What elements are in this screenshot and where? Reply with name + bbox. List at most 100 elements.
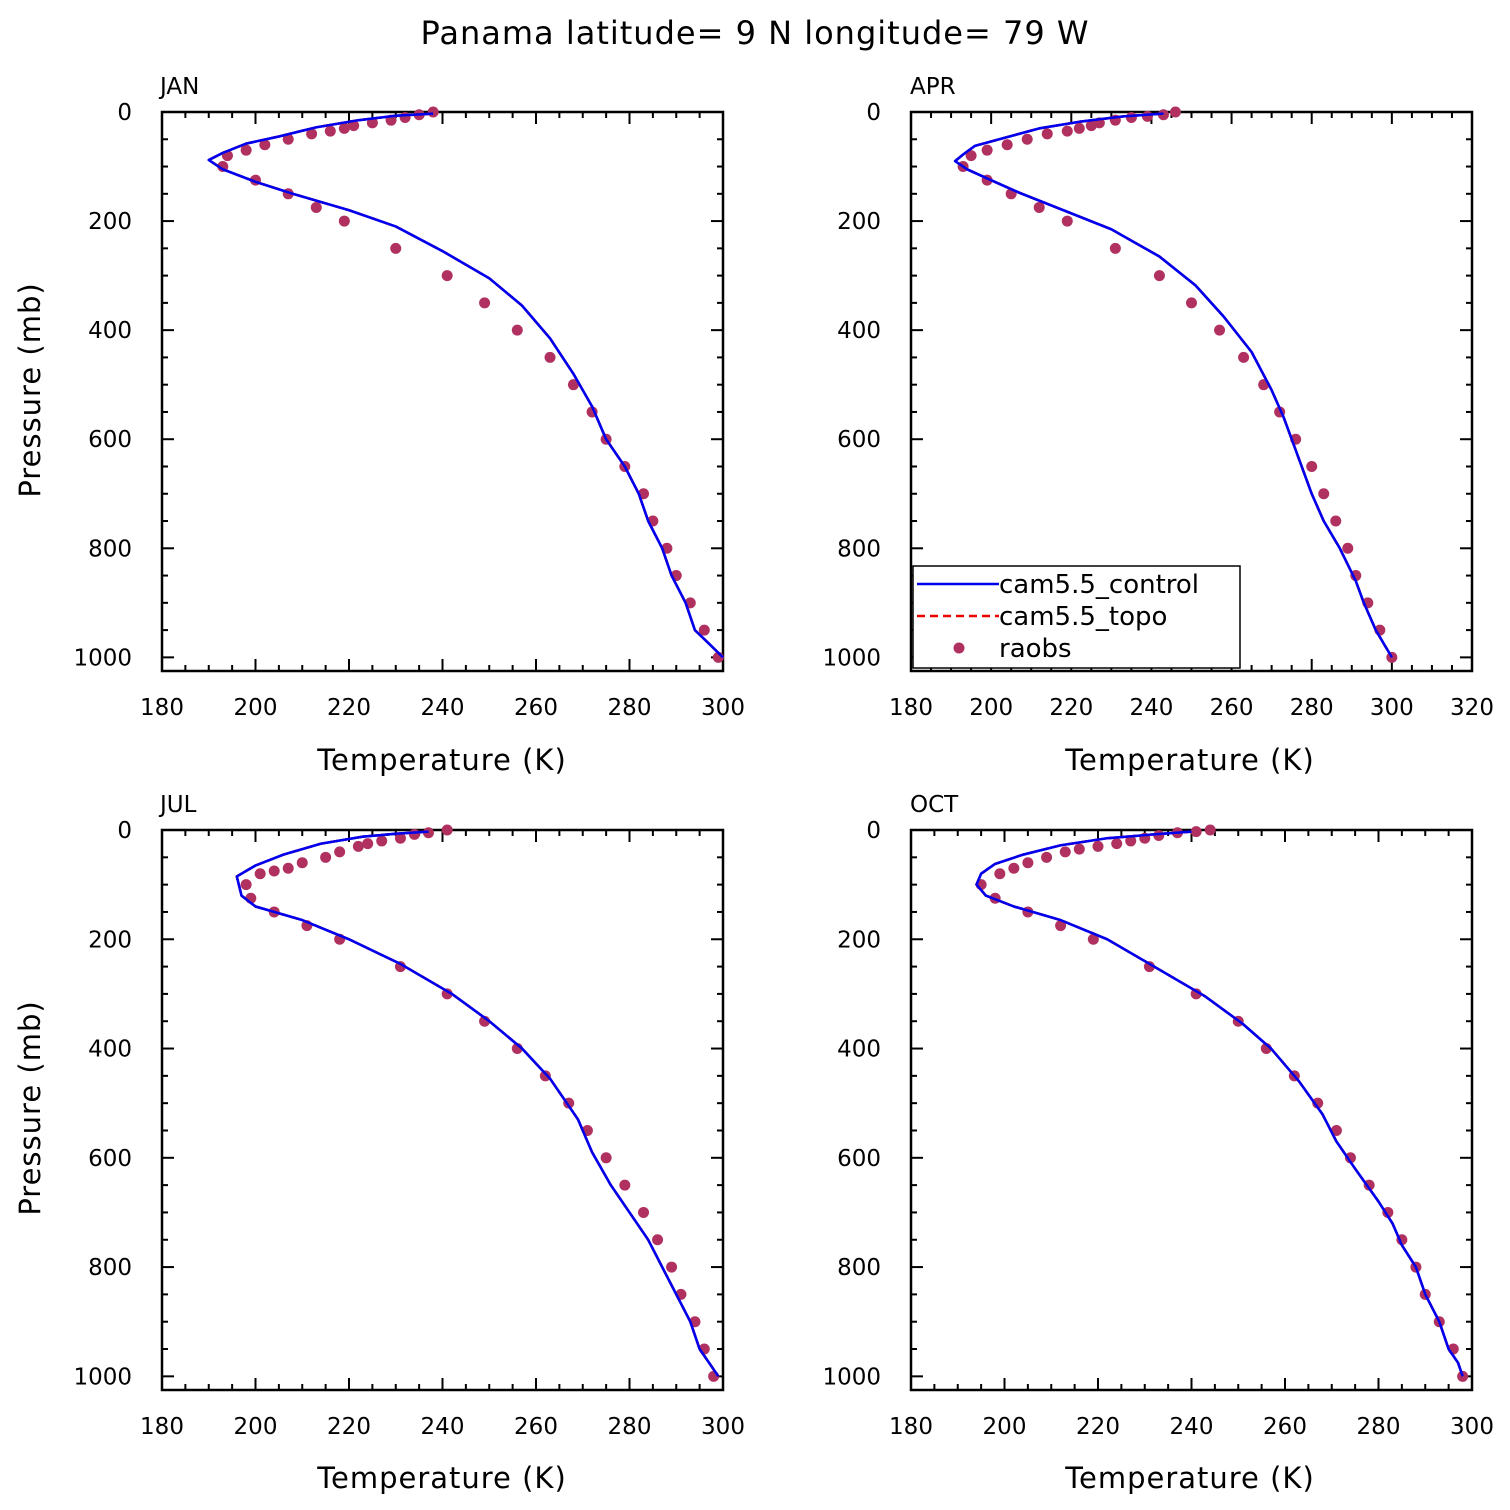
y-tick-label: 1000	[822, 645, 881, 671]
raobs-point	[698, 624, 710, 636]
legend-marker-raobs	[953, 642, 965, 654]
raobs-point	[1306, 460, 1318, 472]
raobs-point	[1073, 122, 1085, 134]
raobs-point	[254, 868, 266, 880]
raobs-point	[334, 846, 346, 858]
raobs-point	[1125, 111, 1137, 123]
y-tick-label: 1000	[822, 1364, 881, 1390]
x-tick-label: 200	[234, 695, 278, 721]
y-tick-label: 0	[117, 100, 132, 126]
x-tick-label: 200	[983, 1414, 1027, 1440]
x-tick-label: 180	[140, 695, 184, 721]
raobs-point	[240, 879, 252, 891]
raobs-point	[441, 270, 453, 282]
series-line-control	[235, 830, 720, 1378]
plot-area-jul: 180 200 220 240 260 280 300 0 200 400 600 800 1000	[73, 818, 745, 1440]
x-tick-label: 260	[514, 1414, 558, 1440]
legend-label: raobs	[999, 634, 1072, 664]
plot-area-jan: 180 200 220 240 260 280 300 0 200 400 600 800 1000	[73, 100, 745, 721]
panel-oct: OCT Temperature (K)	[910, 792, 1315, 1495]
raobs-point	[1312, 1097, 1324, 1109]
series-line-control	[975, 830, 1464, 1377]
series-line-control	[207, 112, 724, 659]
panel-label: JAN	[158, 74, 199, 100]
raobs-point	[1363, 1179, 1375, 1191]
y-tick-label: 800	[88, 1255, 132, 1281]
x-axis-label: Temperature (K)	[316, 743, 567, 777]
x-tick-label: 240	[1170, 1414, 1214, 1440]
raobs-point	[1318, 488, 1330, 500]
raobs-point	[338, 122, 350, 134]
series-line-control	[235, 830, 720, 1378]
raobs-point	[1330, 1124, 1342, 1136]
raobs-point	[1344, 1152, 1356, 1164]
raobs-point	[259, 139, 271, 151]
raobs-point	[240, 144, 252, 156]
raobs-point	[348, 120, 360, 132]
y-tick-label: 400	[88, 1037, 132, 1063]
plot-frame	[909, 828, 1474, 1392]
series-line-control	[975, 830, 1464, 1377]
plot-frame	[160, 828, 725, 1392]
x-tick-label: 220	[327, 695, 371, 721]
x-tick-label: 300	[1450, 1414, 1494, 1440]
raobs-point	[1033, 201, 1045, 213]
panel-label: APR	[910, 74, 956, 100]
raobs-point	[600, 1152, 612, 1164]
raobs-point	[1190, 988, 1202, 1000]
y-tick-label: 200	[837, 927, 881, 953]
y-tick-label: 800	[837, 1255, 881, 1281]
y-tick-label: 600	[88, 427, 132, 453]
x-tick-label: 240	[421, 695, 465, 721]
raobs-point	[479, 297, 491, 309]
x-tick-label: 280	[1290, 695, 1334, 721]
x-axis-label: Temperature (K)	[316, 1461, 567, 1495]
raobs-point	[1059, 846, 1071, 858]
raobs-point	[310, 201, 322, 213]
raobs-point	[1001, 139, 1013, 151]
raobs-point	[1092, 840, 1104, 852]
raobs-point	[1125, 835, 1137, 847]
raobs-point	[427, 106, 439, 118]
raobs-point	[1087, 933, 1099, 945]
x-axis-label: Temperature (K)	[1064, 1461, 1315, 1495]
raobs-point	[1169, 106, 1181, 118]
raobs-point	[638, 1206, 650, 1218]
x-tick-label: 180	[889, 1414, 933, 1440]
y-tick-label: 1000	[73, 1364, 132, 1390]
raobs-point	[1008, 862, 1020, 874]
raobs-point	[1190, 826, 1202, 838]
series-line-topo	[235, 830, 720, 1378]
raobs-point	[619, 1179, 631, 1191]
x-tick-label: 280	[608, 695, 652, 721]
x-tick-label: 300	[1370, 695, 1414, 721]
x-tick-label: 300	[701, 1414, 745, 1440]
x-tick-label: 220	[327, 1414, 371, 1440]
x-tick-label: 220	[1076, 1414, 1120, 1440]
raobs-point	[1214, 324, 1226, 336]
raobs-point	[338, 215, 350, 227]
panel-jul: JUL Temperature (K) Pressure (mb)	[13, 792, 567, 1495]
y-tick-label: 600	[837, 427, 881, 453]
raobs-point	[1153, 270, 1165, 282]
raobs-point	[352, 840, 364, 852]
y-axis-label: Pressure (mb)	[13, 282, 47, 497]
y-tick-label: 0	[866, 100, 881, 126]
y-tick-label: 800	[837, 536, 881, 562]
raobs-point	[268, 865, 280, 877]
raobs-point	[394, 832, 406, 844]
x-tick-label: 180	[140, 1414, 184, 1440]
y-tick-label: 400	[837, 318, 881, 344]
x-tick-label: 240	[1129, 695, 1173, 721]
x-tick-label: 260	[514, 695, 558, 721]
x-tick-label: 280	[608, 1414, 652, 1440]
raobs-point	[666, 1261, 678, 1273]
x-tick-label: 200	[969, 695, 1013, 721]
panel-apr: APR Temperature (K)	[910, 74, 1314, 777]
x-tick-label: 320	[1450, 695, 1494, 721]
y-tick-label: 1000	[73, 645, 132, 671]
y-tick-label: 400	[837, 1037, 881, 1063]
x-tick-label: 260	[1210, 695, 1254, 721]
